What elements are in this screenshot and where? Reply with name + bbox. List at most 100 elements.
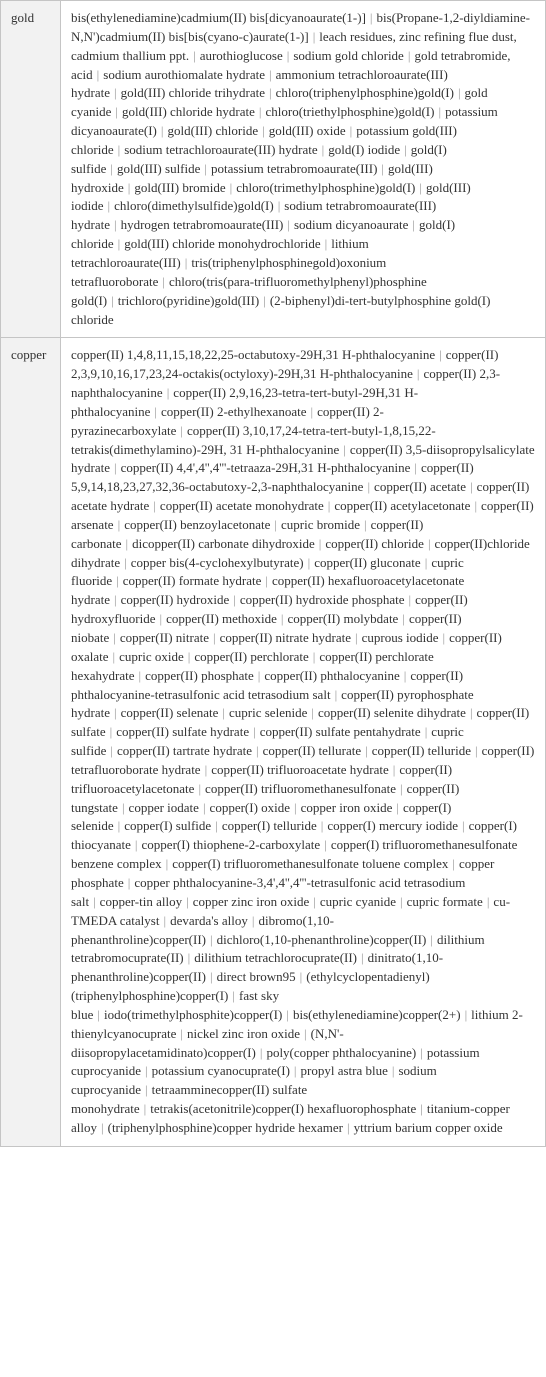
- separator: |: [283, 48, 294, 63]
- compound-item: propyl astra blue: [301, 1063, 388, 1078]
- row-content-gold: bis(ethylenediamine)cadmium(II) bis[dicy…: [61, 1, 546, 338]
- compound-item: copper(II) 2-ethylhexanoate: [161, 404, 306, 419]
- compound-item: copper(II) acetate monohydrate: [160, 498, 324, 513]
- compound-item: chloro(triphenylphosphine)gold(I): [276, 85, 454, 100]
- compound-item: copper(II) 4,4',4'',4'''-tetraaza-29H,31…: [121, 460, 411, 475]
- compound-item: copper(II) benzoylacetonate: [124, 517, 270, 532]
- separator: |: [315, 536, 326, 551]
- compound-item: gold(III) chloride monohydrochloride: [124, 236, 320, 251]
- compound-item: yttrium barium copper oxide: [354, 1120, 503, 1135]
- compound-item: gold(III) chloride hydrate: [122, 104, 255, 119]
- compound-item: copper(II) nitrate: [120, 630, 209, 645]
- separator: |: [109, 649, 120, 664]
- separator: |: [309, 649, 320, 664]
- separator: |: [415, 180, 426, 195]
- separator: |: [258, 123, 269, 138]
- separator: |: [259, 293, 270, 308]
- separator: |: [104, 198, 115, 213]
- separator: |: [309, 894, 320, 909]
- compound-item: copper(II) chloride: [325, 536, 424, 551]
- compound-table: gold bis(ethylenediamine)cadmium(II) bis…: [0, 0, 546, 1147]
- row-content-copper: copper(II) 1,4,8,11,15,18,22,25-octabuto…: [61, 338, 546, 1146]
- separator: |: [404, 592, 415, 607]
- separator: |: [158, 274, 169, 289]
- compound-item: nickel zinc iron oxide: [187, 1026, 300, 1041]
- separator: |: [416, 1101, 427, 1116]
- separator: |: [248, 913, 259, 928]
- compound-item: gold(III) oxide: [269, 123, 346, 138]
- separator: |: [106, 161, 117, 176]
- separator: |: [360, 517, 371, 532]
- compound-item: chloro(triethylphosphine)gold(I): [265, 104, 434, 119]
- separator: |: [211, 818, 222, 833]
- compound-item: copper(II) acetate: [374, 479, 466, 494]
- separator: |: [470, 498, 481, 513]
- separator: |: [252, 743, 263, 758]
- separator: |: [309, 29, 320, 44]
- separator: |: [199, 800, 210, 815]
- separator: |: [361, 743, 372, 758]
- separator: |: [254, 668, 265, 683]
- compound-item: copper(II) acetylacetonate: [334, 498, 470, 513]
- compound-item: devarda's alloy: [170, 913, 248, 928]
- separator: |: [265, 67, 276, 82]
- compound-item: sodium dicyanoaurate: [294, 217, 408, 232]
- separator: |: [218, 705, 229, 720]
- compound-item: copper(II) selenate: [121, 705, 219, 720]
- separator: |: [228, 988, 239, 1003]
- separator: |: [135, 668, 146, 683]
- separator: |: [434, 104, 445, 119]
- separator: |: [320, 837, 331, 852]
- separator: |: [396, 894, 407, 909]
- separator: |: [122, 536, 133, 551]
- table-row: copper copper(II) 1,4,8,11,15,18,22,25-o…: [1, 338, 546, 1146]
- separator: |: [416, 1045, 427, 1060]
- compound-item: copper(I) telluride: [222, 818, 317, 833]
- compound-item: copper(I) thiophene-2-carboxylate: [142, 837, 321, 852]
- separator: |: [93, 1007, 104, 1022]
- compound-item: copper(II) phosphate: [145, 668, 254, 683]
- separator: |: [112, 573, 123, 588]
- compound-item: copper(II) sulfate hydrate: [116, 724, 249, 739]
- compound-item: gold(III) bromide: [134, 180, 225, 195]
- separator: |: [110, 705, 121, 720]
- separator: |: [200, 161, 211, 176]
- separator: |: [331, 687, 342, 702]
- separator: |: [114, 236, 125, 251]
- compound-item: copper(II) trifluoroacetate hydrate: [211, 762, 389, 777]
- compound-item: sodium aurothiomalate hydrate: [103, 67, 265, 82]
- compound-item: copper(I) trifluoromethanesulfonate tolu…: [172, 856, 448, 871]
- compound-item: copper(II) methoxide: [166, 611, 277, 626]
- compound-item: copper(II) sulfate pentahydrate: [260, 724, 421, 739]
- separator: |: [461, 1007, 472, 1022]
- compound-item: chloro(dimethylsulfide)gold(I): [114, 198, 274, 213]
- separator: |: [389, 762, 400, 777]
- separator: |: [97, 1120, 108, 1135]
- separator: |: [111, 104, 122, 119]
- separator: |: [324, 498, 335, 513]
- compound-item: dicopper(II) carbonate dihydroxide: [132, 536, 315, 551]
- separator: |: [307, 705, 318, 720]
- separator: |: [458, 818, 469, 833]
- separator: |: [351, 630, 362, 645]
- separator: |: [106, 724, 117, 739]
- separator: |: [363, 479, 374, 494]
- separator: |: [131, 837, 142, 852]
- separator: |: [435, 347, 446, 362]
- compound-item: copper(II) gluconate: [314, 555, 420, 570]
- compound-item: aurothioglucose: [200, 48, 283, 63]
- compound-item: bis(ethylenediamine)cadmium(II) bis[dicy…: [71, 10, 366, 25]
- compound-item: copper(II) tartrate hydrate: [117, 743, 252, 758]
- separator: |: [162, 856, 173, 871]
- separator: |: [318, 142, 329, 157]
- separator: |: [296, 969, 307, 984]
- separator: |: [141, 1082, 152, 1097]
- compound-item: (triphenylphosphine)copper hydride hexam…: [108, 1120, 343, 1135]
- separator: |: [404, 48, 415, 63]
- separator: |: [114, 517, 125, 532]
- separator: |: [184, 649, 195, 664]
- compound-item: copper iron oxide: [301, 800, 393, 815]
- separator: |: [181, 255, 192, 270]
- separator: |: [448, 856, 459, 871]
- separator: |: [410, 460, 421, 475]
